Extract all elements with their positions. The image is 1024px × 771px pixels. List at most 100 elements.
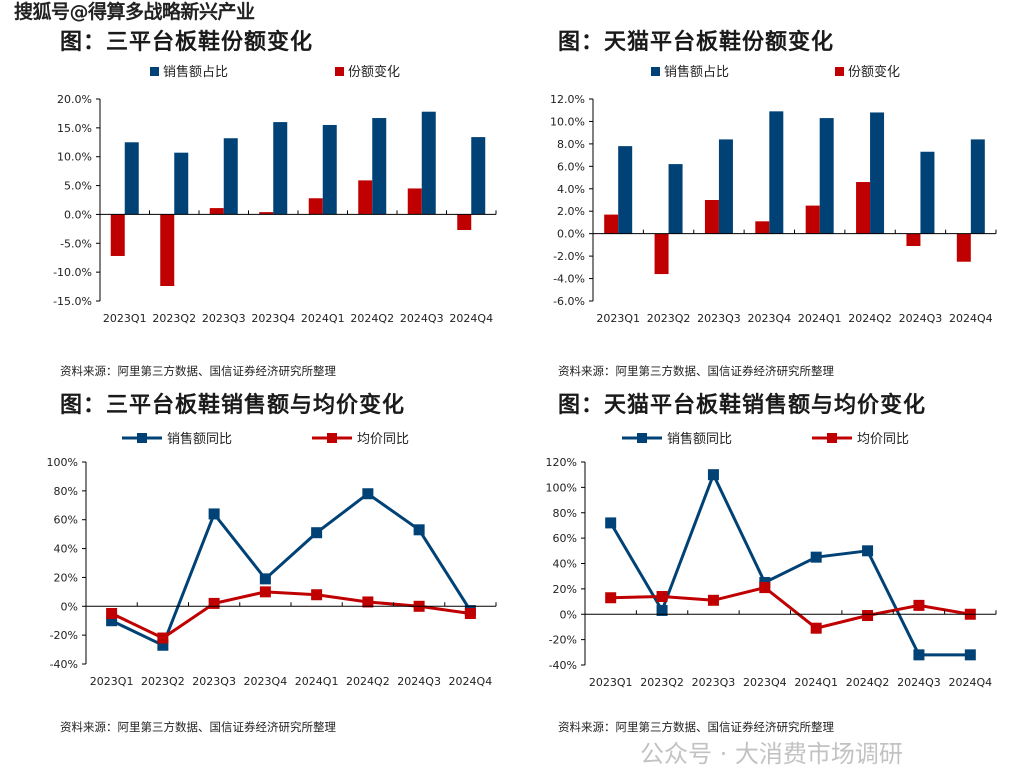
bar-share [970, 139, 985, 234]
y-tick-label: -40% [549, 659, 577, 672]
data-point-1 [362, 596, 374, 608]
y-tick-label: 5.0% [64, 180, 92, 193]
data-point-1 [106, 608, 118, 619]
x-tick-label: 2024Q3 [397, 675, 441, 688]
data-point-0 [656, 604, 668, 616]
y-tick-label: 2.0% [557, 205, 585, 218]
data-point-0 [259, 573, 271, 585]
bar-change [956, 233, 971, 262]
y-tick-label: -40% [50, 658, 78, 671]
y-tick-label: -4.0% [553, 273, 585, 286]
legend-marker-0 [137, 433, 147, 443]
bar-change [209, 208, 224, 215]
data-point-1 [913, 599, 925, 611]
x-tick-label: 2023Q4 [747, 312, 791, 325]
bar-share [124, 142, 139, 215]
legend-label-0: 销售额同比 [167, 431, 232, 447]
x-tick-label: 2023Q4 [251, 312, 295, 325]
bar-change [755, 221, 770, 234]
x-tick-label: 2023Q2 [647, 312, 691, 325]
x-tick-label: 2024Q2 [846, 676, 890, 689]
bar-share [718, 139, 733, 234]
x-tick-label: 2023Q1 [596, 312, 640, 325]
x-tick-label: 2024Q2 [848, 312, 892, 325]
y-tick-label: 120% [546, 456, 577, 469]
legend-swatch-1 [335, 67, 344, 76]
legend-swatch-1 [835, 67, 844, 76]
x-tick-label: 2023Q3 [192, 675, 236, 688]
y-tick-label: 4.0% [557, 183, 585, 196]
bar-change [308, 198, 323, 215]
source-note-1: 资料来源：阿里第三方数据、国信证券经济研究所整理 [60, 364, 336, 378]
y-tick-label: 40% [553, 558, 577, 571]
x-tick-label: 2024Q1 [794, 676, 838, 689]
bar-share [372, 118, 387, 215]
bar-change [160, 214, 175, 286]
x-tick-label: 2024Q1 [301, 312, 345, 325]
y-tick-label: 10.0% [550, 115, 585, 128]
bar-change [457, 214, 472, 231]
x-tick-label: 2023Q2 [640, 676, 684, 689]
bar-share [870, 112, 885, 234]
y-tick-label: 60% [553, 532, 577, 545]
data-point-1 [862, 610, 874, 622]
bar-share [471, 137, 486, 215]
y-tick-label: 20% [553, 583, 577, 596]
y-tick-label: 0.0% [557, 228, 585, 241]
bar-share [668, 164, 683, 234]
x-tick-label: 2023Q1 [589, 676, 633, 689]
x-tick-label: 2024Q2 [346, 675, 390, 688]
x-tick-label: 2023Q3 [697, 312, 741, 325]
x-tick-label: 2023Q2 [152, 312, 196, 325]
legend-swatch-0 [651, 67, 660, 76]
x-tick-label: 2023Q1 [90, 675, 134, 688]
y-tick-label: -10.0% [53, 266, 92, 279]
bar-share [273, 122, 288, 215]
bar-change [704, 200, 719, 234]
data-point-1 [810, 622, 822, 634]
bar-share [618, 146, 633, 234]
legend-marker-1 [327, 433, 337, 443]
x-tick-label: 2023Q1 [103, 312, 147, 325]
data-point-1 [311, 589, 323, 601]
bar-share [223, 138, 238, 215]
bar-change [654, 233, 669, 275]
data-point-0 [862, 545, 874, 557]
data-point-0 [106, 615, 118, 627]
bar-share [769, 111, 784, 234]
source-note-4: 资料来源：阿里第三方数据、国信证券经济研究所整理 [558, 720, 834, 734]
data-point-0 [362, 488, 374, 500]
y-tick-label: -20% [549, 634, 577, 647]
bar-change [259, 212, 274, 215]
data-point-1 [759, 582, 771, 594]
x-tick-label: 2024Q3 [400, 312, 444, 325]
y-tick-label: 100% [546, 481, 577, 494]
data-point-0 [311, 527, 323, 539]
bar-change [906, 233, 921, 247]
x-tick-label: 2023Q3 [202, 312, 246, 325]
data-point-0 [707, 469, 719, 481]
series-line-1 [610, 585, 971, 630]
legend-label-1: 均价同比 [357, 432, 409, 447]
data-point-0 [810, 551, 822, 563]
x-tick-label: 2024Q4 [948, 676, 992, 689]
data-point-0 [605, 517, 617, 529]
y-tick-label: 6.0% [557, 160, 585, 173]
data-point-0 [964, 649, 976, 661]
chart-title-4: 图：天猫平台板鞋销售额与均价变化 [558, 393, 927, 418]
y-tick-label: 0% [61, 600, 78, 613]
x-tick-label: 2024Q1 [798, 312, 842, 325]
chart-title-2: 图：天猫平台板鞋份额变化 [558, 30, 835, 55]
bar-change [856, 182, 871, 234]
watermark-bottom: 公众号 · 大消费市场调研 [640, 740, 903, 768]
bar-share [174, 152, 189, 215]
bar-share [322, 124, 337, 215]
legend-marker-0 [637, 433, 647, 443]
x-tick-label: 2023Q3 [692, 676, 736, 689]
y-tick-label: 10.0% [57, 151, 92, 164]
data-point-1 [208, 597, 220, 609]
legend-label-0: 销售额同比 [667, 431, 732, 447]
legend-label-0: 销售额占比 [664, 64, 729, 80]
chart-title-1: 图：三平台板鞋份额变化 [60, 30, 314, 55]
